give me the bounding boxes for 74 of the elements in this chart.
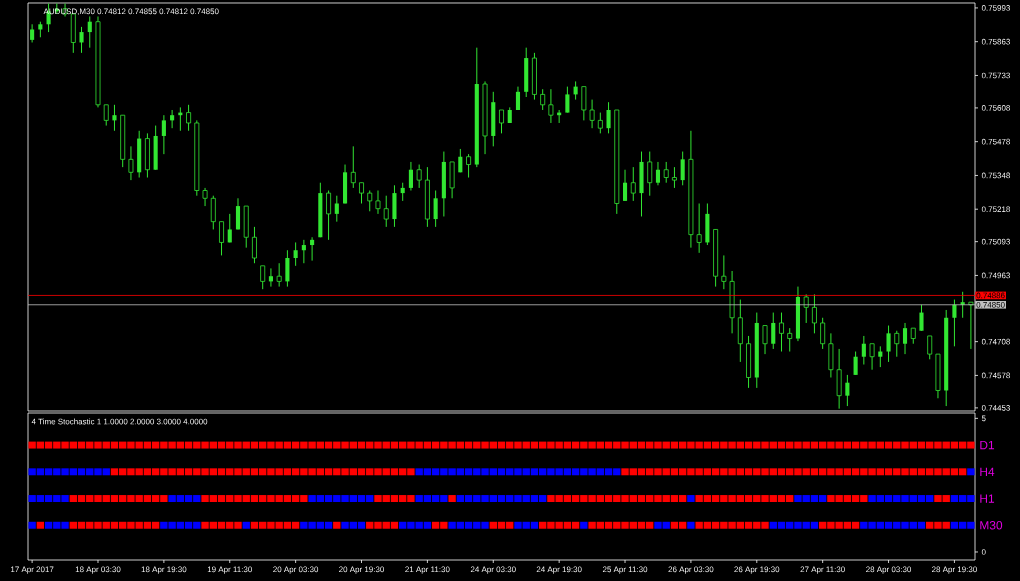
candlestick (433, 190, 438, 228)
candlestick (334, 195, 339, 223)
series-label: H4 (980, 467, 995, 476)
candlestick (671, 166, 677, 189)
candlestick (285, 249, 290, 288)
candlestick (260, 265, 266, 290)
candlestick (103, 104, 109, 127)
candlestick (350, 145, 356, 189)
candlestick (663, 161, 669, 184)
candlestick (606, 101, 611, 134)
candlestick (540, 88, 546, 111)
candlestick (647, 151, 653, 197)
candlestick (161, 114, 166, 155)
candlestick (820, 317, 826, 350)
candlestick (581, 86, 587, 121)
candlestick (845, 374, 850, 407)
candlestick (861, 335, 866, 366)
candlestick (87, 16, 92, 49)
candlestick (408, 161, 413, 191)
candlestick (655, 161, 661, 186)
candlestick (565, 86, 570, 114)
candlestick (227, 213, 232, 243)
candlestick (853, 351, 858, 376)
candlestick (548, 88, 554, 124)
candlestick (367, 190, 373, 212)
candlestick (400, 182, 405, 202)
candlestick (310, 236, 315, 262)
series-label: M30 (980, 521, 1003, 530)
candlestick (416, 164, 422, 189)
candlestick (762, 325, 768, 355)
candlestick (696, 202, 702, 254)
candlestick (721, 254, 727, 290)
candlestick (869, 343, 875, 371)
candlestick (170, 109, 175, 129)
series-label: D1 (980, 440, 995, 450)
candlestick (210, 195, 216, 230)
candlestick (128, 145, 134, 181)
candlestick (515, 86, 521, 111)
candlestick (293, 241, 298, 267)
candlestick (894, 330, 900, 358)
candlestick (202, 187, 208, 207)
candlestick (499, 109, 504, 134)
candlestick (79, 26, 84, 54)
candlestick (919, 304, 924, 332)
candlestick (597, 112, 603, 134)
candlestick (811, 293, 817, 334)
candlestick (589, 99, 595, 129)
candlestick (466, 153, 472, 179)
candlestick (301, 239, 306, 264)
candlestick (622, 169, 628, 202)
candlestick (779, 312, 784, 353)
candlestick (878, 345, 883, 368)
candlestick (886, 325, 891, 363)
candlestick (383, 195, 389, 228)
candlestick (252, 226, 257, 264)
candlestick (235, 197, 241, 230)
candlestick (803, 293, 809, 324)
candlestick (186, 104, 192, 132)
candlestick (112, 104, 117, 132)
candlestick (787, 327, 793, 353)
candlestick (219, 221, 224, 256)
candlestick (952, 299, 957, 347)
candlestick (375, 190, 381, 215)
candlestick (268, 267, 273, 288)
series-label: H1 (980, 494, 995, 503)
candlestick (326, 190, 332, 241)
candlestick (771, 312, 776, 350)
candlestick (630, 166, 636, 202)
candlestick (359, 182, 364, 204)
candlestick (30, 23, 35, 43)
candlestick (902, 322, 908, 355)
candlestick (680, 151, 685, 186)
candlestick (927, 335, 933, 360)
candlestick (276, 262, 282, 288)
